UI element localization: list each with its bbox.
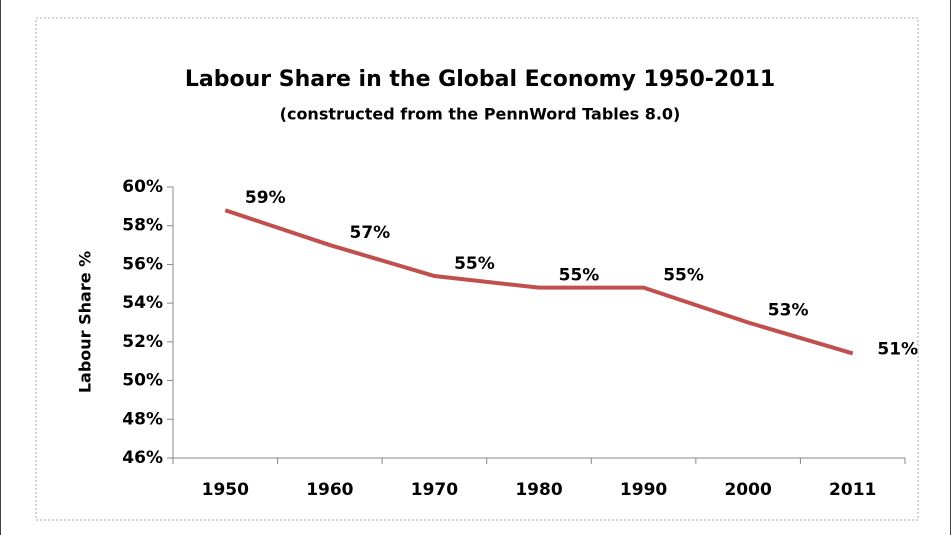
y-axis-label: Labour Share % (76, 251, 95, 393)
chart-border (35, 17, 919, 521)
data-label: 53% (768, 301, 809, 321)
x-tick-label: 1960 (306, 480, 353, 500)
data-label: 59% (245, 188, 286, 208)
data-label: 57% (350, 223, 391, 243)
y-tick-label: 46% (122, 448, 163, 468)
x-tick-label: 2000 (724, 480, 771, 500)
data-label: 55% (454, 254, 495, 274)
y-tick-label: 60% (122, 177, 163, 197)
data-label: 51% (877, 339, 918, 359)
x-tick-label: 1950 (202, 480, 249, 500)
y-tick-label: 52% (122, 332, 163, 352)
y-tick-label: 48% (122, 409, 163, 429)
chart-title: Labour Share in the Global Economy 1950-… (185, 67, 775, 92)
x-tick-label: 1990 (620, 480, 667, 500)
x-tick-label: 1970 (411, 480, 458, 500)
data-label: 55% (663, 266, 704, 286)
y-tick-label: 56% (122, 254, 163, 274)
data-line (224, 208, 854, 356)
y-tick-label: 58% (122, 216, 163, 236)
x-tick-label: 2011 (829, 480, 876, 500)
y-tick-label: 50% (122, 371, 163, 391)
x-tick-label: 1980 (515, 480, 562, 500)
data-label: 55% (559, 266, 600, 286)
chart-subtitle: (constructed from the PennWord Tables 8.… (280, 105, 681, 124)
y-tick-label: 54% (122, 293, 163, 313)
